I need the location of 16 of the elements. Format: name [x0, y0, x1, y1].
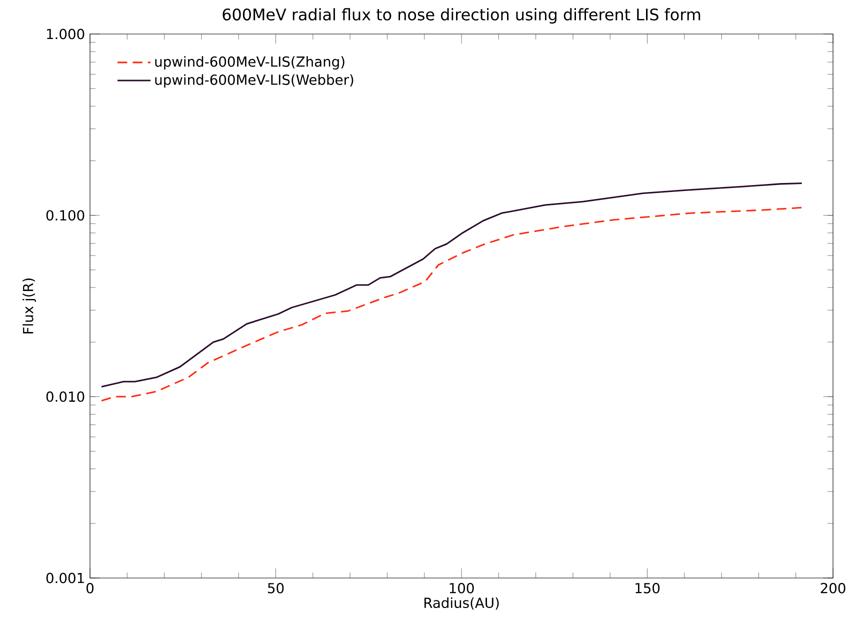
line-series [100, 206, 803, 402]
chart-title: 600MeV radial flux to nose direction using different LIS form [222, 8, 700, 24]
x-tick-label: 200 [820, 582, 846, 594]
x-tick-label: 50 [268, 582, 284, 594]
y-tick-label: 0.010 [46, 391, 84, 402]
y-tick-label: 0.001 [46, 572, 84, 584]
x-tick-label: 0 [86, 582, 94, 594]
x-tick-label: 150 [636, 582, 660, 594]
x-axis-title: Radius(AU) [424, 597, 499, 610]
line-series [100, 182, 803, 388]
y-axis-title: Flux j(R) [22, 278, 36, 334]
y-tick-label: 0.100 [46, 210, 84, 221]
y-tick-label: 1.000 [47, 28, 84, 40]
x-tick-label: 100 [450, 582, 474, 594]
legend-label: upwind-600MeV-LIS(Zhang) [155, 56, 344, 70]
legend-label: upwind-600MeV-LIS(Webber) [155, 74, 354, 88]
